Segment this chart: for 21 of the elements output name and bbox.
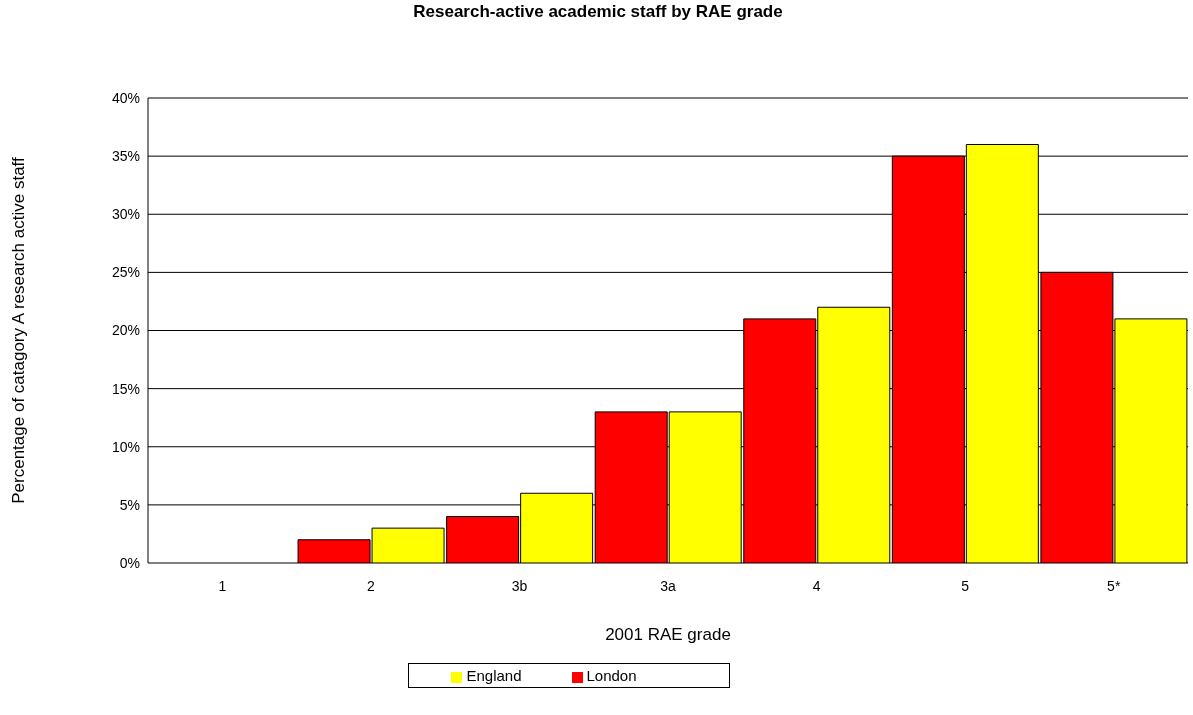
x-tick-label: 2 [366, 577, 375, 594]
y-tick-label: 40% [111, 89, 140, 106]
x-tick-label: 4 [812, 577, 821, 594]
y-axis-title: Percentage of catagory A research active staff [9, 156, 29, 504]
x-tick-label: 3a [660, 577, 676, 594]
legend-label: London [586, 667, 637, 684]
y-tick-label: 0% [119, 554, 140, 571]
y-tick-label: 5% [119, 496, 140, 513]
y-tick-label: 15% [111, 380, 140, 397]
x-tick-label: 1 [218, 577, 227, 594]
legend-label: England [466, 667, 522, 684]
y-tick-label: 25% [111, 264, 140, 281]
y-tick-label: 30% [111, 206, 140, 223]
y-tick-label: 35% [111, 148, 140, 165]
x-tick-label: 3b [511, 577, 528, 594]
y-tick-label: 10% [111, 438, 140, 455]
x-axis-title: 2001 RAE grade [605, 625, 731, 645]
x-tick-label: 5* [1107, 577, 1121, 594]
chart-title: Research-active academic staff by RAE grade [412, 2, 784, 22]
y-tick-label: 20% [111, 322, 140, 339]
x-tick-label: 5 [961, 577, 970, 594]
